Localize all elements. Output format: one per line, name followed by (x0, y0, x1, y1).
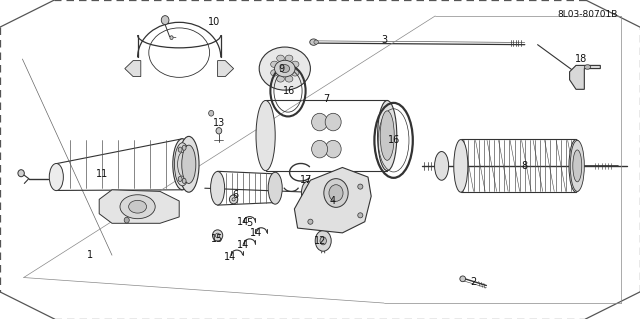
Polygon shape (218, 61, 234, 77)
Text: 15: 15 (211, 234, 224, 244)
Ellipse shape (460, 276, 466, 282)
Ellipse shape (211, 171, 225, 205)
Ellipse shape (317, 182, 329, 204)
Ellipse shape (435, 152, 449, 180)
Ellipse shape (358, 213, 363, 218)
Text: 14: 14 (237, 240, 250, 250)
Ellipse shape (308, 219, 313, 224)
Text: 18: 18 (575, 54, 588, 64)
Ellipse shape (182, 145, 186, 150)
Ellipse shape (174, 143, 191, 186)
Ellipse shape (291, 70, 299, 76)
Text: 3: 3 (381, 35, 387, 45)
Ellipse shape (178, 176, 182, 182)
Polygon shape (294, 167, 371, 233)
Ellipse shape (276, 76, 284, 82)
Ellipse shape (285, 55, 293, 62)
Ellipse shape (325, 140, 341, 158)
Ellipse shape (179, 137, 199, 192)
Ellipse shape (315, 230, 332, 251)
Ellipse shape (271, 61, 278, 68)
Ellipse shape (280, 64, 290, 73)
Polygon shape (125, 61, 141, 77)
Text: 11: 11 (96, 169, 109, 179)
Ellipse shape (182, 178, 186, 183)
Ellipse shape (230, 195, 238, 204)
Text: 8L03-80701B: 8L03-80701B (557, 10, 618, 19)
Text: 16: 16 (388, 135, 401, 145)
Ellipse shape (301, 182, 313, 204)
Ellipse shape (569, 140, 583, 192)
Text: 8: 8 (522, 161, 528, 171)
Ellipse shape (18, 170, 24, 177)
Ellipse shape (314, 40, 319, 44)
Ellipse shape (454, 140, 468, 192)
Text: 14: 14 (250, 228, 262, 238)
Text: 4: 4 (330, 196, 336, 206)
Ellipse shape (324, 179, 348, 207)
Text: 14: 14 (224, 252, 237, 262)
Ellipse shape (173, 139, 192, 190)
Polygon shape (570, 65, 600, 89)
Ellipse shape (49, 164, 63, 191)
Ellipse shape (276, 55, 284, 62)
Ellipse shape (161, 16, 169, 25)
Ellipse shape (325, 113, 341, 131)
Ellipse shape (124, 217, 129, 223)
Text: 12: 12 (314, 236, 326, 246)
Ellipse shape (129, 200, 147, 213)
Ellipse shape (120, 195, 155, 219)
Ellipse shape (312, 140, 328, 158)
Ellipse shape (310, 39, 317, 45)
Ellipse shape (573, 150, 582, 182)
Text: 17: 17 (300, 175, 312, 185)
Ellipse shape (312, 113, 328, 131)
Ellipse shape (182, 145, 196, 183)
Ellipse shape (584, 65, 591, 69)
Text: 2: 2 (470, 277, 477, 287)
Text: 10: 10 (208, 17, 221, 27)
Ellipse shape (275, 60, 295, 77)
Text: 13: 13 (212, 118, 225, 128)
Text: 9: 9 (278, 63, 285, 74)
Ellipse shape (320, 237, 326, 245)
Ellipse shape (378, 100, 397, 171)
Ellipse shape (212, 230, 223, 241)
Text: 7: 7 (323, 94, 330, 104)
Polygon shape (99, 190, 179, 223)
Text: 14: 14 (237, 217, 250, 227)
Ellipse shape (209, 110, 214, 116)
Ellipse shape (271, 70, 278, 76)
Ellipse shape (256, 100, 275, 171)
Text: 5: 5 (246, 218, 253, 228)
Ellipse shape (178, 147, 182, 152)
Ellipse shape (291, 61, 299, 68)
Ellipse shape (170, 36, 173, 40)
Text: 6: 6 (232, 189, 239, 200)
Ellipse shape (285, 76, 293, 82)
Ellipse shape (259, 47, 310, 90)
Ellipse shape (358, 184, 363, 189)
Ellipse shape (268, 172, 282, 204)
Ellipse shape (216, 128, 222, 134)
Ellipse shape (329, 185, 343, 201)
Text: 16: 16 (283, 86, 296, 96)
Text: 1: 1 (86, 250, 93, 260)
Ellipse shape (380, 111, 394, 160)
Ellipse shape (570, 140, 584, 191)
